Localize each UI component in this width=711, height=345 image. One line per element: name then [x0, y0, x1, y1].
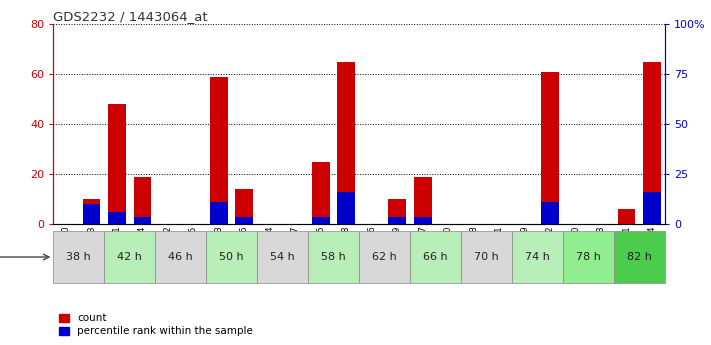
Text: 54 h: 54 h	[270, 252, 295, 262]
Bar	[414, 177, 432, 224]
Text: 62 h: 62 h	[372, 252, 397, 262]
Bar	[618, 209, 636, 224]
Bar	[388, 199, 406, 224]
Bar	[359, 231, 410, 283]
Bar	[210, 77, 228, 224]
Bar	[512, 231, 563, 283]
Bar	[108, 212, 126, 224]
Bar	[235, 189, 253, 224]
Bar	[461, 231, 512, 283]
Text: 38 h: 38 h	[66, 252, 91, 262]
Text: 42 h: 42 h	[117, 252, 142, 262]
Bar	[53, 231, 105, 283]
Bar	[82, 199, 100, 224]
Bar	[206, 231, 257, 283]
Bar	[410, 231, 461, 283]
Bar	[134, 217, 151, 224]
Text: 66 h: 66 h	[423, 252, 448, 262]
Bar	[541, 72, 559, 224]
Text: 82 h: 82 h	[627, 252, 652, 262]
Text: 78 h: 78 h	[576, 252, 601, 262]
Bar	[338, 62, 356, 224]
Text: GDS2232 / 1443064_at: GDS2232 / 1443064_at	[53, 10, 208, 23]
Bar	[614, 231, 665, 283]
Bar	[643, 62, 661, 224]
Text: 58 h: 58 h	[321, 252, 346, 262]
Bar	[414, 217, 432, 224]
Bar	[105, 231, 155, 283]
Bar	[643, 192, 661, 224]
Bar	[563, 231, 614, 283]
Text: 70 h: 70 h	[474, 252, 499, 262]
Bar	[312, 162, 330, 224]
Bar	[235, 217, 253, 224]
Bar	[134, 177, 151, 224]
Bar	[388, 217, 406, 224]
Bar	[155, 231, 206, 283]
Text: 74 h: 74 h	[525, 252, 550, 262]
Bar	[312, 217, 330, 224]
Text: 50 h: 50 h	[220, 252, 244, 262]
Bar	[338, 192, 356, 224]
Bar	[82, 204, 100, 224]
Bar	[108, 104, 126, 224]
Legend: count, percentile rank within the sample: count, percentile rank within the sample	[58, 313, 253, 336]
Text: 46 h: 46 h	[169, 252, 193, 262]
Bar	[257, 231, 308, 283]
Bar	[210, 202, 228, 224]
Bar	[308, 231, 359, 283]
Bar	[541, 202, 559, 224]
